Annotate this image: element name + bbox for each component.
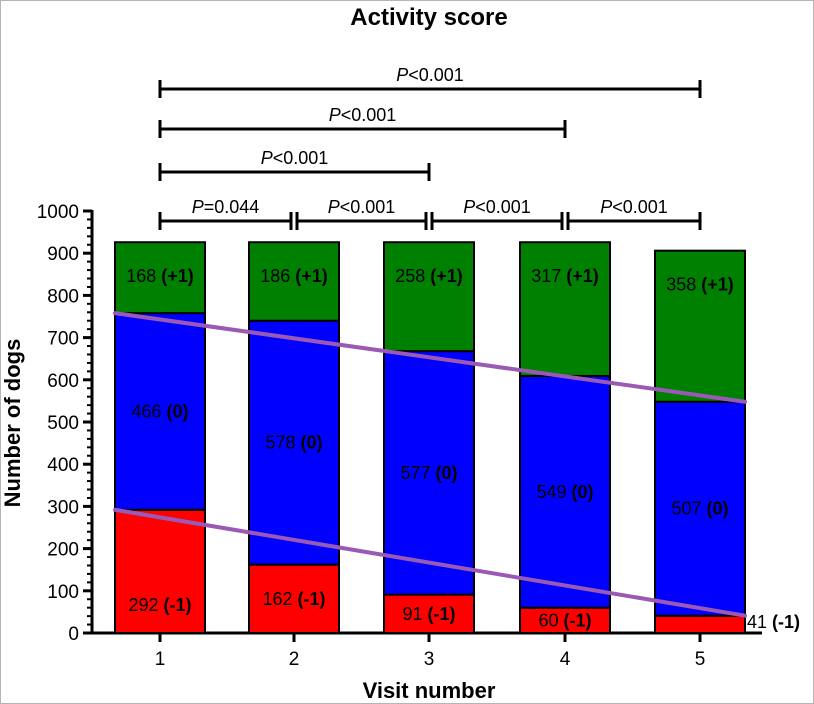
bar-value-label: 317 (+1) bbox=[531, 266, 599, 286]
y-tick-label: 200 bbox=[47, 540, 79, 561]
y-tick-label: 600 bbox=[47, 371, 79, 392]
y-tick-label: 500 bbox=[47, 413, 79, 434]
bar-value-label: 549 (0) bbox=[536, 482, 593, 502]
x-axis-title: Visit number bbox=[363, 678, 496, 703]
bar-segment bbox=[383, 593, 475, 635]
y-axis-title: Number of dogs bbox=[0, 339, 25, 508]
bar-value-label: 578 (0) bbox=[265, 433, 322, 453]
significance-label: P<0.001 bbox=[600, 197, 668, 217]
bar-value-label: 358 (+1) bbox=[666, 275, 734, 295]
bar-value-label: 466 (0) bbox=[131, 401, 188, 421]
bar-segment bbox=[248, 563, 340, 634]
plot-area: 0 100 200 300 400 500 600 700 800 900 1000 1 2 3 4 5 292… bbox=[37, 65, 800, 670]
x-tick-label: 1 bbox=[155, 649, 166, 670]
trend-line bbox=[113, 311, 747, 404]
bar-value-label: 162 (-1) bbox=[262, 589, 325, 609]
bar-segment bbox=[519, 241, 611, 378]
x-tick-label: 4 bbox=[560, 649, 571, 670]
bar-segment bbox=[114, 508, 206, 634]
bar-segment bbox=[248, 241, 340, 322]
bar-segment bbox=[654, 249, 746, 403]
bar-segment bbox=[654, 614, 746, 634]
y-tick-label: 800 bbox=[47, 286, 79, 307]
y-tick-label: 300 bbox=[47, 497, 79, 518]
bar-value-label: 91 (-1) bbox=[402, 604, 455, 624]
significance-label: P<0.001 bbox=[396, 65, 464, 85]
bar-segment bbox=[383, 241, 475, 353]
bar-value-label: 186 (+1) bbox=[260, 266, 328, 286]
bar-value-label: 292 (-1) bbox=[128, 595, 191, 615]
bar-value-label: 258 (+1) bbox=[395, 266, 463, 286]
x-tick-label: 2 bbox=[289, 649, 300, 670]
significance-label: P<0.001 bbox=[463, 197, 531, 217]
trend-line bbox=[113, 507, 747, 618]
y-tick-label: 100 bbox=[47, 582, 79, 603]
y-tick-label: 1000 bbox=[37, 202, 79, 223]
bar-segment bbox=[248, 319, 340, 566]
y-tick-label: 900 bbox=[47, 244, 79, 265]
bar-value-label: 41 (-1) bbox=[747, 612, 800, 632]
bar-segment bbox=[114, 241, 206, 315]
significance-label: P<0.001 bbox=[261, 148, 329, 168]
bar-value-label: 507 (0) bbox=[671, 499, 728, 519]
significance-label: P<0.001 bbox=[328, 197, 396, 217]
bar-segment bbox=[383, 350, 475, 596]
bar-segment bbox=[654, 400, 746, 617]
y-tick-label: 0 bbox=[68, 624, 79, 645]
y-tick-label: 400 bbox=[47, 455, 79, 476]
bar-value-label: 60 (-1) bbox=[538, 610, 591, 630]
bar-value-label: 577 (0) bbox=[400, 463, 457, 483]
significance-label: P=0.044 bbox=[192, 197, 260, 217]
significance-label: P<0.001 bbox=[329, 105, 397, 125]
y-tick-label: 700 bbox=[47, 329, 79, 350]
bar-segment bbox=[519, 606, 611, 634]
chart-title: Activity score bbox=[350, 4, 507, 31]
x-tick-label: 5 bbox=[695, 649, 706, 670]
bar-segment bbox=[114, 312, 206, 511]
x-tick-label: 3 bbox=[424, 649, 435, 670]
bar-value-label: 168 (+1) bbox=[126, 266, 194, 286]
